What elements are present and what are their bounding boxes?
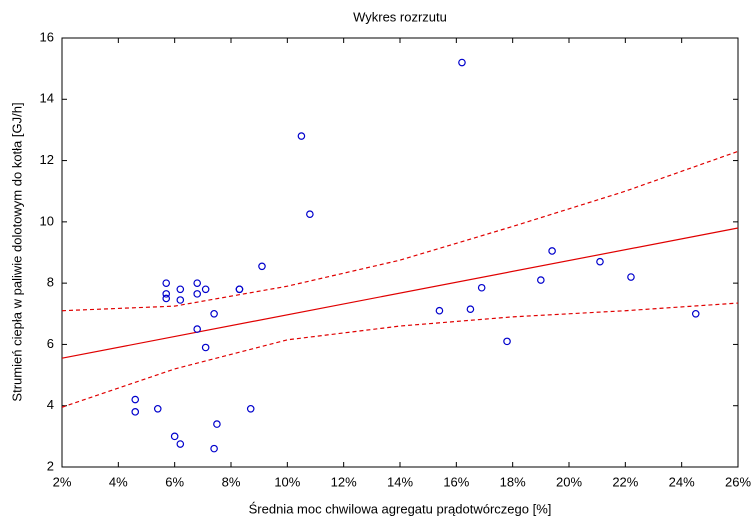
- point: [537, 276, 545, 284]
- point: [201, 285, 210, 294]
- point: [176, 285, 185, 294]
- point: [193, 290, 202, 298]
- plot-frame: [61, 37, 739, 468]
- point: [170, 432, 179, 441]
- point: [235, 285, 244, 294]
- x-tick-label: 26%: [725, 474, 751, 489]
- point: [246, 404, 255, 413]
- point: [477, 283, 486, 292]
- point: [435, 306, 444, 315]
- y-axis-label: Strumień ciepła w paliwie dolotowym do k…: [9, 102, 24, 401]
- point: [297, 132, 306, 140]
- y-tick-label: 2: [47, 458, 54, 473]
- point: [193, 279, 202, 287]
- point: [306, 210, 314, 218]
- x-tick-label: 20%: [556, 474, 582, 489]
- point: [131, 408, 140, 416]
- point: [691, 309, 700, 318]
- point: [627, 273, 635, 281]
- point: [258, 262, 266, 271]
- x-tick-label: 2%: [53, 474, 72, 489]
- y-tick-label: 6: [47, 336, 54, 351]
- x-tick-label: 8%: [222, 474, 241, 489]
- y-tick-label: 12: [40, 152, 54, 167]
- point: [548, 247, 556, 255]
- x-axis-label: Średnia moc chwilowa agregatu prądotwórc…: [249, 501, 552, 516]
- point: [458, 58, 466, 67]
- point: [503, 337, 511, 346]
- point: [153, 404, 162, 413]
- point: [213, 420, 221, 428]
- x-tick-label: 4%: [109, 474, 128, 489]
- point: [596, 257, 604, 266]
- x-tick-label: 10%: [274, 474, 300, 489]
- point: [210, 309, 218, 318]
- y-tick-label: 10: [40, 213, 54, 228]
- y-tick-label: 14: [40, 91, 54, 106]
- point: [210, 444, 218, 453]
- y-tick-label: 8: [47, 275, 54, 290]
- point: [162, 279, 171, 287]
- confidence-band: [61, 150, 739, 312]
- x-tick-label: 12%: [331, 474, 357, 489]
- point: [193, 325, 202, 333]
- point: [162, 294, 171, 303]
- chart-title: Wykres rozrzutu: [353, 9, 447, 24]
- confidence-band: [61, 302, 739, 408]
- point: [201, 343, 210, 352]
- y-tick-label: 4: [47, 397, 54, 412]
- point: [131, 395, 140, 404]
- point: [176, 296, 185, 304]
- point: [162, 290, 171, 298]
- x-tick-label: 14%: [387, 474, 413, 489]
- x-tick-label: 22%: [612, 474, 638, 489]
- y-tick-label: 16: [40, 29, 54, 44]
- x-tick-label: 18%: [500, 474, 526, 489]
- x-tick-label: 6%: [165, 474, 184, 489]
- point: [176, 440, 185, 448]
- x-tick-label: 24%: [669, 474, 695, 489]
- regression-line: [61, 227, 739, 359]
- x-tick-label: 16%: [443, 474, 469, 489]
- point: [466, 305, 475, 313]
